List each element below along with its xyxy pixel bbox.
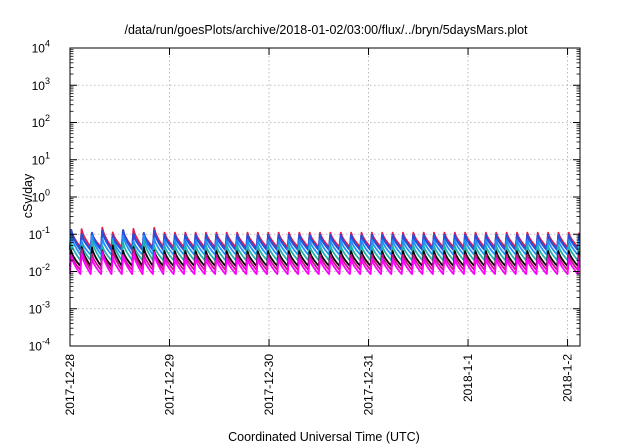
y-tick-label: 100 [32, 188, 50, 205]
x-tick-label: 2017-12-30 [262, 354, 276, 416]
y-tick-label: 10-2 [29, 262, 50, 279]
y-axis-label: cSv/day [21, 173, 35, 218]
y-axis: 10-4 10-3 10-2 10-1 100 101 102 103 104 [29, 39, 580, 354]
series-line [69, 239, 581, 262]
y-tick-label: 10-3 [29, 299, 50, 316]
x-tick-label: 2018-1-2 [561, 354, 575, 402]
y-tick-label: 103 [32, 76, 50, 93]
x-tick-label: 2017-12-29 [163, 354, 177, 416]
y-tick-label: 101 [32, 150, 50, 167]
x-tick-label: 2018-1-1 [461, 354, 475, 402]
x-tick-label: 2017-12-28 [63, 354, 77, 416]
grid-lines [70, 48, 580, 346]
x-axis-label: Coordinated Universal Time (UTC) [228, 430, 420, 444]
series-line [69, 252, 581, 275]
y-tick-label: 102 [32, 113, 50, 130]
x-axis: 2017-12-28 2017-12-29 2017-12-30 2017-12-31… [63, 48, 575, 415]
y-tick-label: 10-4 [29, 337, 50, 354]
y-tick-label: 10-1 [29, 225, 50, 242]
chart-title: /data/run/goesPlots/archive/2018-01-02/0… [124, 23, 528, 37]
data-series [68, 226, 581, 275]
x-tick-label: 2017-12-31 [362, 354, 376, 416]
series-line [68, 229, 581, 251]
y-tick-label: 104 [32, 39, 50, 56]
series-line [69, 234, 581, 256]
